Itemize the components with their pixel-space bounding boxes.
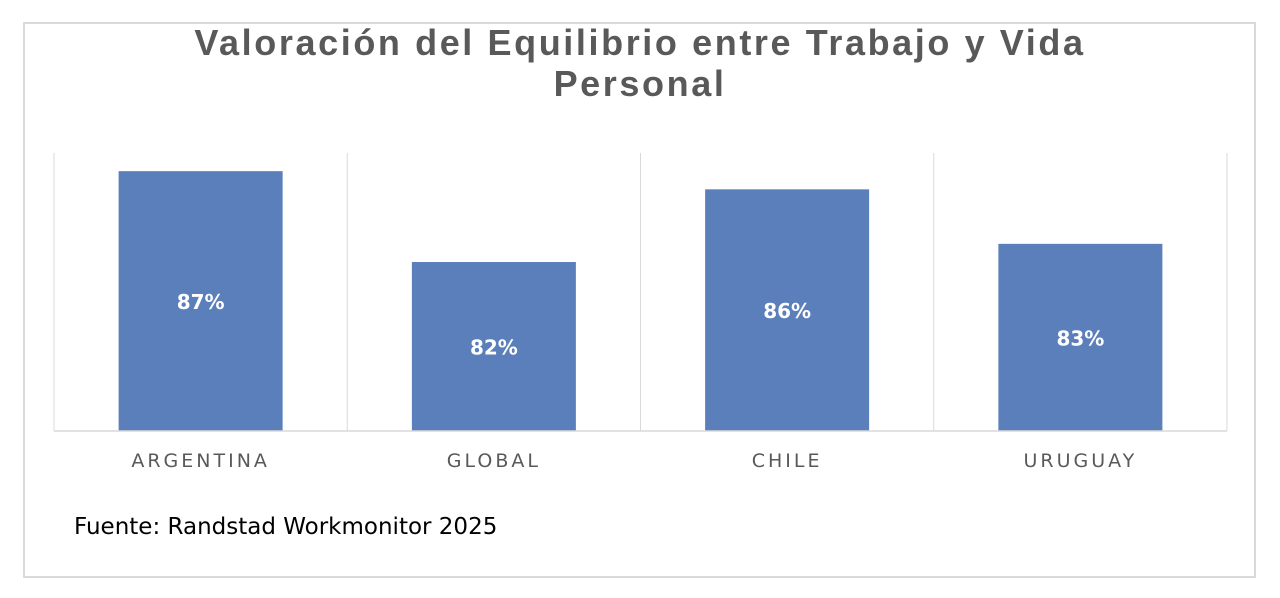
data-label-global: 82%: [470, 336, 518, 360]
data-label-argentina: 87%: [177, 290, 225, 314]
bar-chile: [705, 189, 870, 431]
source-note: Fuente: Randstad Workmonitor 2025: [74, 514, 498, 540]
category-label-chile: CHILE: [752, 450, 823, 472]
bar-global: [411, 262, 576, 431]
category-label-uruguay: URUGUAY: [1023, 450, 1137, 472]
data-label-uruguay: 83%: [1056, 326, 1104, 350]
category-label-global: GLOBAL: [447, 450, 541, 472]
chart-title-container: Valoración del Equilibrio entre Trabajo …: [0, 22, 1280, 104]
chart-title: Valoración del Equilibrio entre Trabajo …: [194, 22, 1086, 104]
data-label-chile: 86%: [763, 299, 811, 323]
category-label-argentina: ARGENTINA: [131, 450, 270, 472]
bar-argentina: [118, 171, 283, 432]
bar-uruguay: [998, 243, 1163, 431]
